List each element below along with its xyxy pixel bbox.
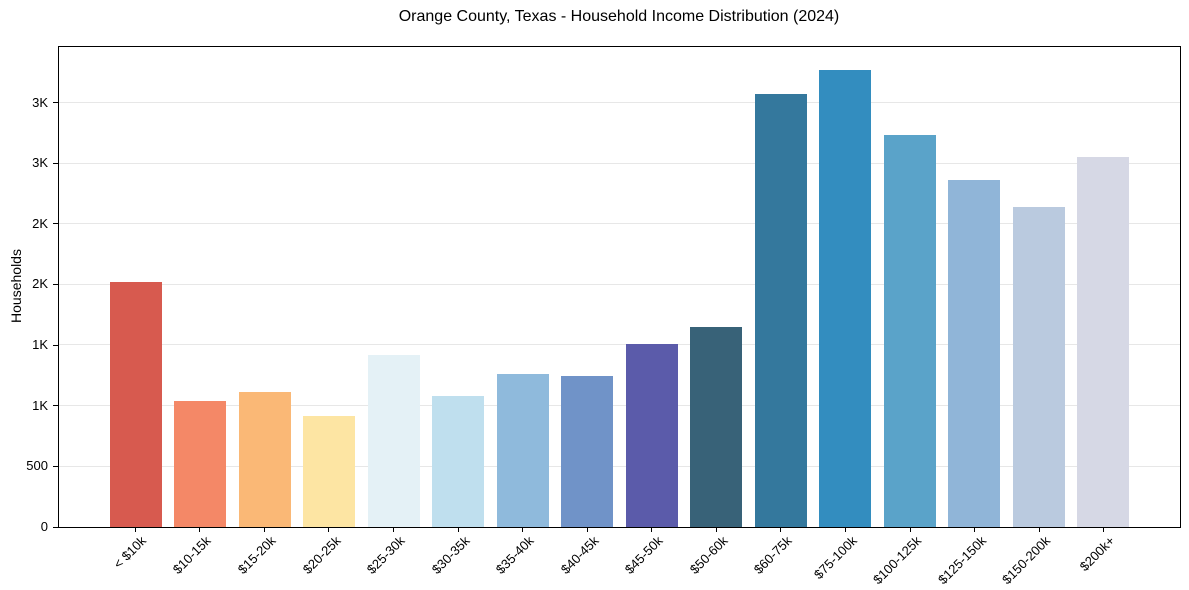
x-tick-mark — [522, 528, 524, 532]
bar-$10-15k — [174, 400, 227, 527]
plot-area — [58, 46, 1181, 528]
x-tick-mark — [328, 528, 330, 532]
gridline — [59, 404, 1180, 406]
x-tick-label: $35-40k — [492, 533, 537, 577]
x-tick-mark — [974, 528, 976, 532]
x-tick-label: $75-100k — [810, 533, 860, 582]
x-tick-label: $150-200k — [999, 533, 1054, 588]
x-tick-label: $125-150k — [934, 533, 989, 588]
x-tick-mark — [780, 528, 782, 532]
gridline — [59, 344, 1180, 346]
x-tick-mark — [134, 528, 136, 532]
x-tick-mark — [586, 528, 588, 532]
x-tick-mark — [844, 528, 846, 532]
x-tick-mark — [715, 528, 717, 532]
x-tick-label: $30-35k — [428, 533, 473, 577]
x-tick-label: $25-30k — [363, 533, 408, 577]
y-tick-mark — [53, 283, 58, 285]
x-tick-mark — [909, 528, 911, 532]
y-tick-label: 500 — [26, 458, 48, 474]
bar-$75-100k — [819, 70, 872, 527]
y-tick-label: 2K — [32, 215, 48, 231]
bar-$25-30k — [367, 355, 420, 527]
bar-$15-20k — [238, 392, 291, 527]
y-tick-mark — [53, 465, 58, 467]
gridline — [59, 283, 1180, 285]
x-tick-mark — [1038, 528, 1040, 532]
bar-$35-40k — [496, 373, 549, 527]
y-tick-mark — [53, 344, 58, 346]
y-tick-mark — [53, 405, 58, 407]
x-tick-mark — [393, 528, 395, 532]
bar-$100-125k — [883, 135, 936, 527]
bar-$200k+ — [1077, 157, 1130, 527]
gridline — [59, 102, 1180, 104]
x-tick-label: $40-45k — [557, 533, 602, 577]
x-tick-label: $200k+ — [1076, 533, 1118, 575]
y-tick-label: 0 — [40, 519, 48, 534]
x-tick-label: $100-125k — [870, 533, 925, 588]
x-tick-label: $45-50k — [622, 533, 666, 577]
bar-$50-60k — [690, 327, 743, 527]
bar-$20-25k — [303, 416, 356, 527]
bar-< $10k — [109, 281, 162, 527]
x-tick-label: < $10k — [110, 533, 150, 572]
bar-$30-35k — [432, 396, 485, 527]
x-tick-mark — [199, 528, 201, 532]
gridline — [59, 465, 1180, 467]
x-tick-label: $20-25k — [299, 533, 344, 577]
x-tick-label: $60-75k — [751, 533, 795, 577]
x-tick-mark — [1103, 528, 1105, 532]
x-tick-mark — [263, 528, 265, 532]
x-tick-mark — [457, 528, 459, 532]
y-tick-mark — [53, 223, 58, 225]
bar-$40-45k — [561, 376, 614, 527]
y-tick-mark — [53, 526, 58, 528]
gridline — [59, 223, 1180, 225]
y-tick-label: 1K — [32, 397, 48, 413]
y-tick-mark — [53, 162, 58, 164]
chart-title: Orange County, Texas - Household Income … — [398, 8, 840, 25]
bar-$125-150k — [948, 180, 1001, 527]
y-tick-mark — [53, 102, 58, 104]
x-tick-label: $15-20k — [234, 533, 279, 577]
y-tick-label: 3K — [32, 155, 48, 171]
bar-$45-50k — [625, 343, 678, 527]
x-tick-label: $50-60k — [686, 533, 731, 577]
y-tick-label: 2K — [32, 276, 48, 292]
gridline — [59, 162, 1180, 164]
x-tick-mark — [651, 528, 653, 532]
bar-$150-200k — [1012, 207, 1065, 527]
bar-$60-75k — [754, 93, 807, 527]
y-tick-label: 1K — [32, 337, 48, 353]
x-tick-label: $10-15k — [170, 533, 214, 577]
y-tick-label: 3K — [32, 94, 48, 110]
